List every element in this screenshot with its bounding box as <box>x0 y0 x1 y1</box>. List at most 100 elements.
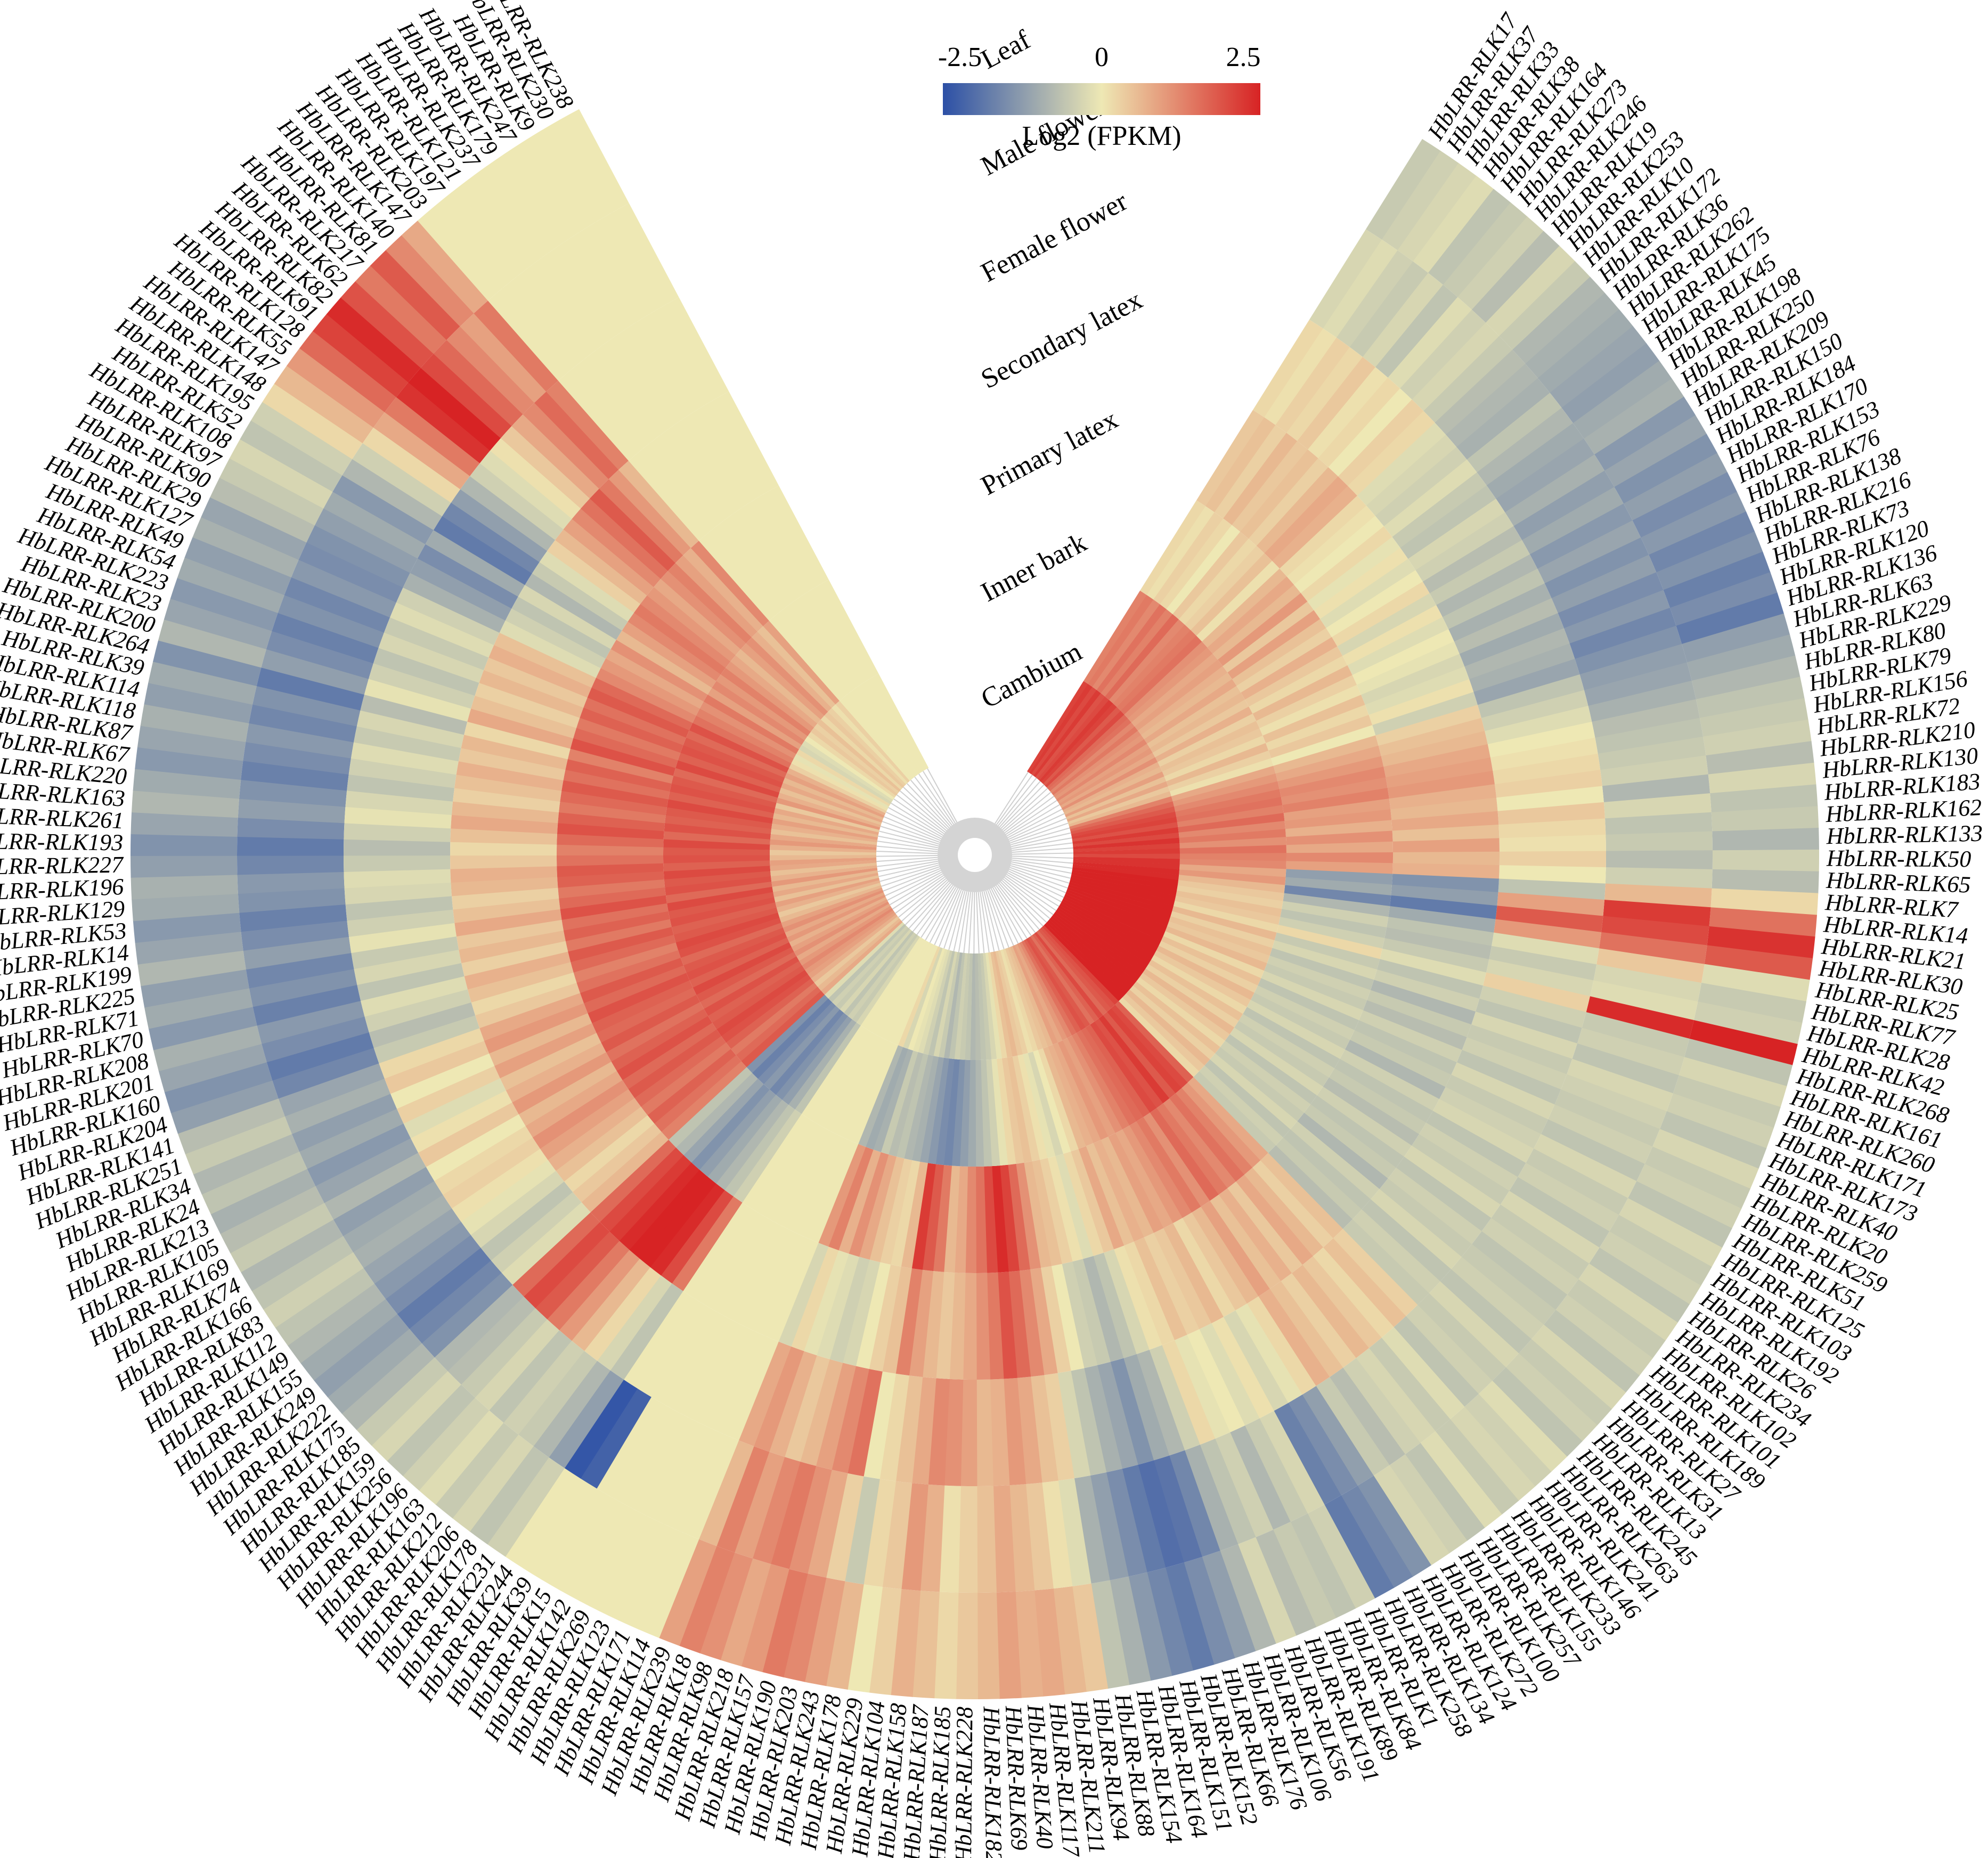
heat-cell <box>1391 884 1498 907</box>
heat-cell <box>821 1033 879 1131</box>
dendrogram-branch <box>963 892 972 953</box>
ring-title: Secondary latex <box>976 284 1147 395</box>
heat-cell <box>869 676 927 771</box>
heat-cell <box>1342 1219 1429 1306</box>
heat-cell <box>832 704 908 785</box>
heat-cell <box>1174 781 1280 812</box>
heat-cell <box>1618 1198 1723 1268</box>
heat-cell <box>804 736 895 800</box>
heat-cell <box>499 620 601 678</box>
heat-cell <box>1280 495 1367 577</box>
heat-cell <box>1201 1551 1256 1659</box>
heat-cell <box>1440 1269 1532 1354</box>
heat-cell <box>689 722 789 773</box>
dendrogram-branch <box>1006 874 1060 907</box>
heat-cell <box>433 339 524 427</box>
heat-cell <box>1451 1062 1555 1120</box>
heat-cell <box>421 1272 513 1358</box>
heat-cell <box>313 1314 410 1398</box>
heat-cell <box>665 876 772 895</box>
heat-cell <box>811 727 898 796</box>
heat-cell <box>990 951 1013 1058</box>
heat-cell <box>1448 583 1552 642</box>
heat-cell <box>344 882 452 905</box>
heat-cell <box>1171 765 1276 802</box>
heat-cell <box>828 708 907 786</box>
heat-cell <box>385 1234 481 1315</box>
heat-cell <box>746 637 828 716</box>
heat-cell <box>1207 576 1294 654</box>
heat-cell <box>1148 959 1243 1021</box>
heat-cell <box>1308 367 1389 459</box>
heat-cell <box>1094 1018 1163 1109</box>
heat-cell <box>1375 705 1482 746</box>
heat-cell <box>1340 1486 1413 1588</box>
heat-cell <box>170 577 278 631</box>
heat-cell <box>298 542 403 603</box>
heat-cell <box>1262 695 1365 744</box>
heat-cell <box>363 1208 461 1284</box>
heat-cell <box>1282 901 1389 928</box>
heat-cell <box>460 313 547 403</box>
heat-cell <box>1456 378 1551 460</box>
heat-cell <box>239 779 347 807</box>
heat-cell <box>600 658 700 716</box>
heat-cell <box>794 596 861 688</box>
heat-cell <box>1237 1537 1297 1644</box>
heat-cell <box>140 703 249 743</box>
heat-cell <box>769 1351 817 1457</box>
heat-cell <box>1193 1071 1276 1153</box>
heat-cell <box>616 1015 713 1080</box>
heat-cell <box>1490 737 1598 771</box>
heat-cell <box>355 265 447 354</box>
heat-cell <box>450 855 557 869</box>
heat-cell <box>1316 1086 1412 1158</box>
heat-cell <box>517 264 597 360</box>
heat-cell <box>654 578 741 656</box>
dendrogram-branch <box>876 851 938 854</box>
heat-cell <box>996 1591 1022 1699</box>
heat-cell <box>1375 284 1459 378</box>
heat-cell <box>1038 928 1111 1012</box>
heat-cell <box>1141 672 1233 740</box>
heat-cell <box>1005 948 1044 1050</box>
heat-cell <box>460 476 556 551</box>
heat-cell <box>1244 1418 1308 1522</box>
heat-cell <box>557 833 664 847</box>
heat-cell <box>682 1202 752 1299</box>
dendrogram-branch <box>929 887 958 943</box>
heat-cell <box>1060 752 1155 809</box>
dendrogram-branch <box>912 883 952 932</box>
heat-cell <box>563 911 670 941</box>
heat-cell <box>1425 1111 1526 1178</box>
heat-cell <box>796 749 891 806</box>
heat-cell <box>327 1328 422 1414</box>
heat-cell <box>1061 757 1158 811</box>
heat-cell <box>502 276 584 370</box>
heat-cell <box>1388 1168 1482 1245</box>
heat-cell <box>1659 1111 1767 1169</box>
heat-cell <box>249 968 357 1007</box>
heat-cell <box>241 920 349 951</box>
heat-cell <box>773 813 878 837</box>
heat-cell <box>954 1166 968 1273</box>
dendrogram-branch <box>1006 804 1060 837</box>
heat-cell <box>1169 758 1274 797</box>
heat-cell <box>1388 906 1496 933</box>
heat-cell <box>1007 1163 1030 1271</box>
heat-cell <box>1236 628 1332 693</box>
heat-cell <box>592 980 693 1033</box>
heat-cell <box>1068 786 1170 825</box>
heat-cell <box>1017 1054 1048 1160</box>
heat-cell <box>1336 250 1414 348</box>
heat-cell <box>1098 1015 1170 1104</box>
heat-cell <box>1128 647 1213 723</box>
heat-cell <box>1082 1256 1124 1362</box>
heat-cell <box>1246 1000 1345 1060</box>
heat-cell <box>824 922 905 999</box>
heat-cell <box>479 450 573 529</box>
heat-cell <box>1068 791 1172 827</box>
heat-cell <box>1439 1087 1541 1150</box>
heat-cell <box>1561 343 1660 424</box>
heat-cell <box>729 1224 789 1325</box>
